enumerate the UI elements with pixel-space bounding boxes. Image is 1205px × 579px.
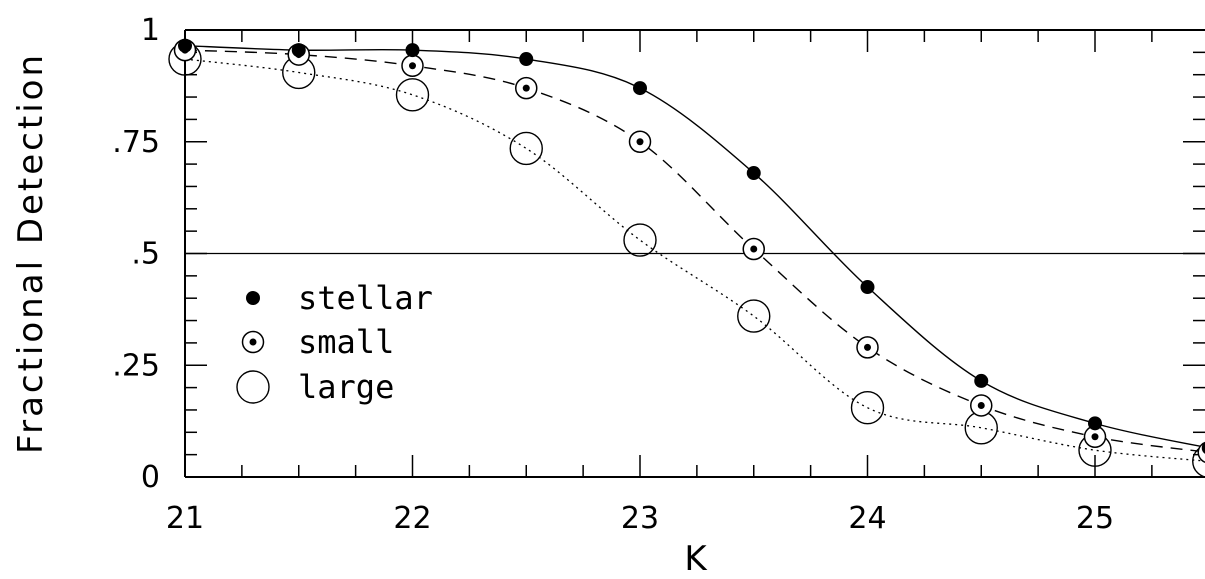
- legend-label-stellar: stellar: [298, 279, 433, 317]
- point-stellar: [860, 280, 875, 295]
- x-axis-label: K: [684, 539, 709, 579]
- point-small: [628, 130, 652, 153]
- point-small: [856, 336, 879, 359]
- point-large: [1192, 445, 1205, 478]
- point-small-dot: [636, 138, 644, 146]
- point-stellar: [1201, 442, 1205, 454]
- x-tick-label: 22: [393, 501, 431, 536]
- legend-marker-small: [241, 330, 265, 354]
- point-large: [395, 78, 430, 112]
- legend-marker-stellar: [246, 291, 260, 305]
- point-small-dot: [750, 245, 758, 253]
- x-tick-label: 21: [166, 501, 204, 536]
- y-tick-label: .75: [112, 125, 160, 160]
- point-large: [850, 391, 885, 425]
- point-small: [1083, 425, 1107, 449]
- series-line-stellar: [185, 44, 1205, 448]
- y-tick-label: .5: [131, 237, 160, 272]
- point-large: [509, 131, 543, 166]
- point-large: [623, 223, 657, 257]
- y-axis-label: Fractional Detection: [11, 52, 51, 454]
- y-tick-label: 0: [141, 460, 160, 495]
- point-stellar: [405, 43, 420, 58]
- legend-marker-small-dot: [249, 338, 257, 346]
- legend-label-large: large: [298, 368, 394, 406]
- y-tick-label: .25: [112, 348, 160, 383]
- point-stellar: [746, 166, 761, 181]
- y-tick-label: 1: [141, 13, 160, 48]
- series-lines: [185, 44, 1205, 462]
- point-stellar: [1088, 416, 1102, 431]
- tick-labels: 21 22 23 24 25 0 .25 .5 .75 1: [112, 13, 1114, 536]
- point-small-dot: [522, 84, 530, 92]
- point-small-dot: [977, 401, 985, 409]
- point-small: [742, 237, 765, 261]
- point-small: [401, 54, 424, 78]
- x-tick-label: 25: [1076, 501, 1114, 536]
- point-large: [737, 299, 771, 333]
- series-line-large: [185, 58, 1205, 462]
- legend-marker-large: [236, 370, 270, 404]
- point-small-dot: [1091, 433, 1099, 441]
- legend-label-small: small: [298, 323, 394, 361]
- x-tick-label: 24: [848, 501, 886, 536]
- point-stellar: [974, 373, 989, 388]
- legend: stellar small large: [236, 279, 433, 406]
- point-small-dot: [409, 62, 416, 70]
- series-markers: [168, 38, 1205, 478]
- point-small: [515, 76, 538, 100]
- point-stellar: [633, 81, 647, 96]
- point-stellar: [519, 52, 534, 67]
- point-small-dot: [864, 343, 871, 351]
- point-small: [970, 394, 993, 417]
- point-stellar: [178, 38, 192, 53]
- series-line-small: [185, 49, 1205, 453]
- point-stellar: [291, 43, 306, 58]
- x-tick-label: 23: [621, 501, 659, 536]
